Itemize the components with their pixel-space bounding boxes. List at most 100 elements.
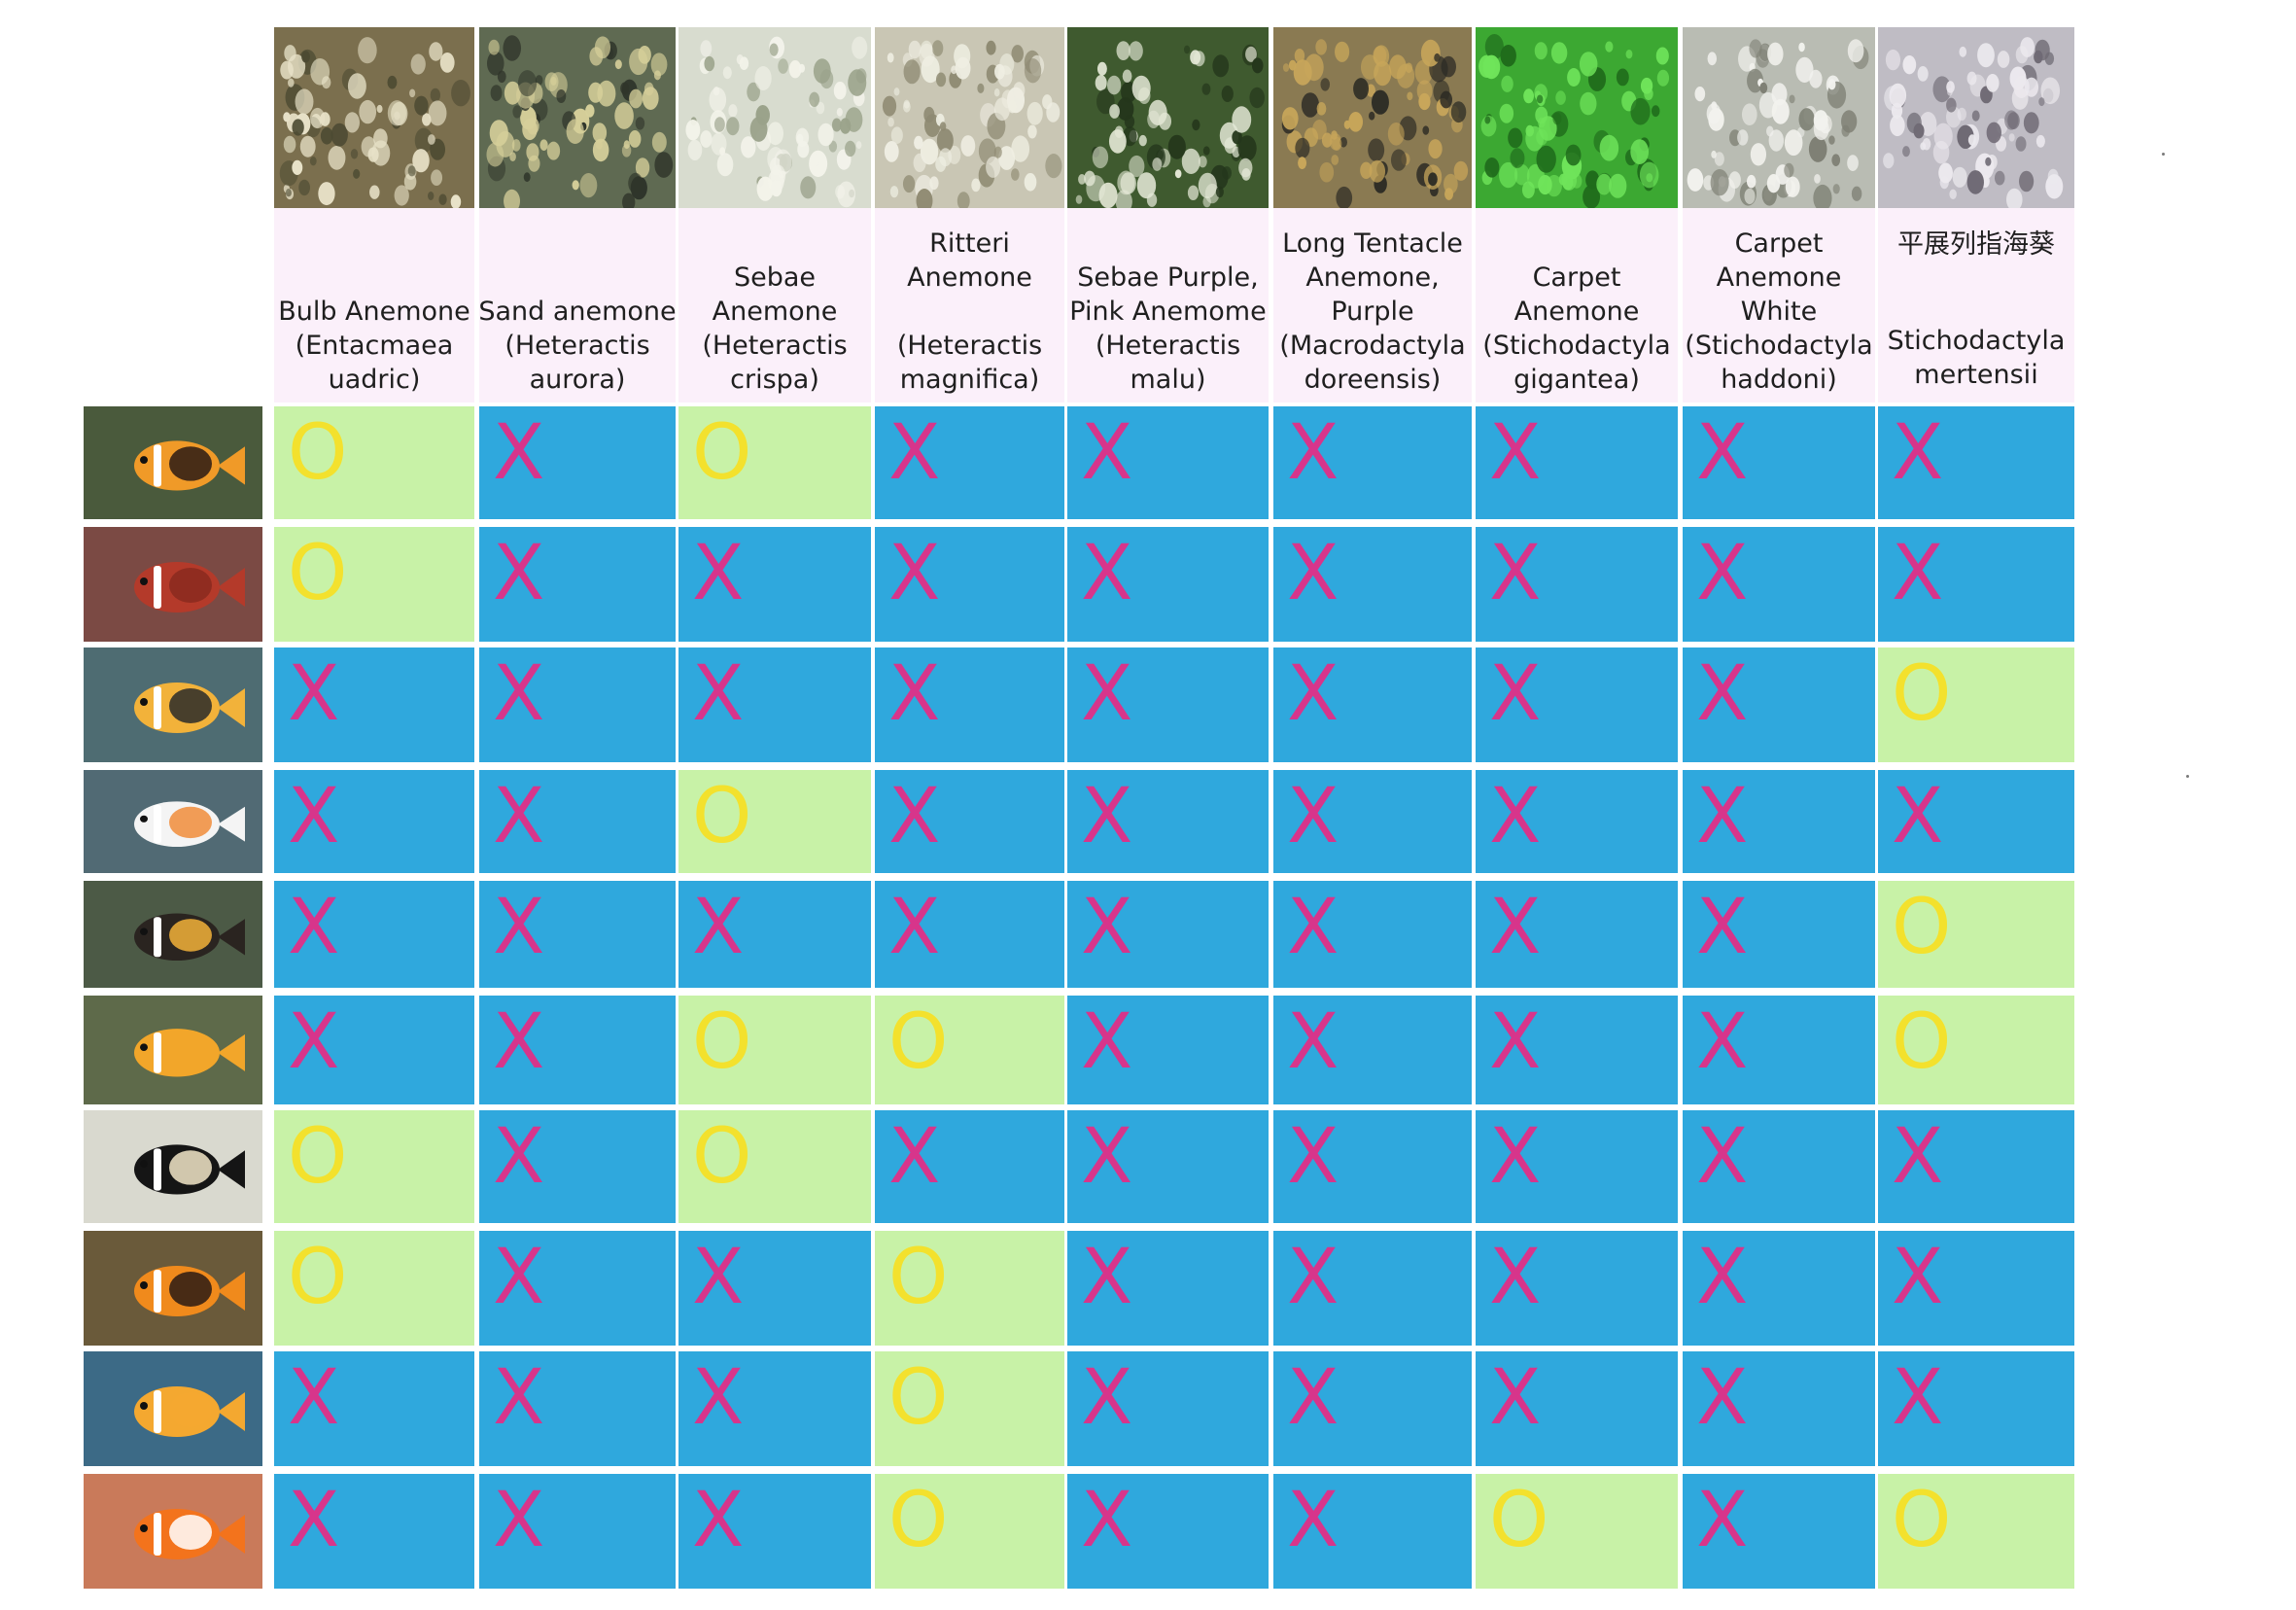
incompatible-mark: X	[288, 1354, 340, 1442]
clownfish-icon	[84, 406, 262, 519]
incompatible-mark: X	[692, 650, 745, 738]
compatibility-cell: X	[678, 1474, 871, 1589]
compatible-mark: O	[1892, 1477, 1952, 1564]
incompatible-mark: X	[1287, 1234, 1339, 1321]
incompatible-mark: X	[1489, 998, 1542, 1086]
incompatible-mark: X	[1489, 1234, 1542, 1321]
incompatible-mark: X	[288, 773, 340, 860]
anemone-name-line: magnifica)	[899, 365, 1040, 395]
anemone-name-line: Carpet	[1532, 262, 1621, 293]
compatible-mark: O	[888, 1477, 949, 1564]
incompatible-mark: X	[1892, 1354, 1944, 1442]
compatibility-cell: X	[1476, 770, 1678, 873]
anemone-name-line: Anemone,	[1305, 262, 1440, 293]
incompatible-mark: X	[1892, 1234, 1944, 1321]
anemone-photo	[1683, 27, 1875, 208]
anemone-name-line: mertensii	[1914, 360, 2038, 390]
incompatible-mark: X	[1081, 884, 1133, 971]
compatibility-cell: X	[1273, 881, 1472, 988]
incompatible-mark: X	[1696, 1234, 1749, 1321]
anemone-name-line: White	[1740, 297, 1818, 327]
compatibility-cell: X	[274, 1474, 474, 1589]
clownfish-icon	[84, 1110, 262, 1223]
compatibility-cell: O	[875, 996, 1064, 1104]
clownfish-icon	[84, 881, 262, 988]
anemone-name-line: (Heteractis	[1095, 331, 1241, 361]
clownfish-icon	[84, 648, 262, 762]
compatibility-cell: X	[678, 1351, 871, 1466]
incompatible-mark: X	[1287, 1113, 1339, 1201]
compatibility-cell: O	[1878, 881, 2074, 988]
incompatible-mark: X	[1081, 773, 1133, 860]
incompatible-mark: X	[1489, 773, 1542, 860]
compatibility-cell: X	[479, 406, 676, 519]
incompatible-mark: X	[1287, 773, 1339, 860]
compatibility-cell: X	[1476, 1351, 1678, 1466]
compatibility-cell: X	[875, 648, 1064, 762]
compatibility-cell: O	[274, 527, 474, 642]
incompatible-mark: X	[1892, 773, 1944, 860]
anemone-name-line: (Heteractis	[702, 331, 848, 361]
compatible-mark: O	[288, 1234, 348, 1321]
incompatible-mark: X	[692, 1354, 745, 1442]
compatible-mark: O	[288, 1113, 348, 1201]
fish-photo	[84, 1231, 262, 1346]
compatibility-cell: X	[1273, 1474, 1472, 1589]
compatibility-cell: X	[875, 1110, 1064, 1223]
compatibility-cell: X	[479, 1231, 676, 1346]
compatibility-cell: X	[1476, 881, 1678, 988]
compatibility-cell: X	[479, 527, 676, 642]
anemone-name-line: (Entacmaea	[295, 331, 454, 361]
fish-photo	[84, 996, 262, 1104]
clownfish-icon	[84, 1474, 262, 1589]
incompatible-mark: X	[1287, 650, 1339, 738]
incompatible-mark: X	[1287, 884, 1339, 971]
compatibility-cell: X	[1067, 406, 1269, 519]
anemone-name-line	[965, 295, 974, 329]
compatibility-cell: X	[274, 1351, 474, 1466]
anemone-name-line: Sebae	[733, 262, 817, 293]
incompatible-mark: X	[1489, 1354, 1542, 1442]
compatibility-cell: X	[1273, 527, 1472, 642]
anemone-name-line: (Stichodactyla	[1482, 331, 1671, 361]
compatibility-cell: X	[1273, 770, 1472, 873]
compatibility-cell: X	[1683, 996, 1875, 1104]
anemone-name-line: Anemone	[907, 262, 1032, 293]
anemone-name-header: Sand anemone (Heteractis aurora)	[478, 208, 677, 402]
compatibility-cell: X	[1067, 770, 1269, 873]
compatibility-cell: X	[1683, 1231, 1875, 1346]
incompatible-mark: X	[1892, 1113, 1944, 1201]
incompatible-mark: X	[1081, 650, 1133, 738]
compatibility-cell: X	[1476, 1231, 1678, 1346]
anemone-image-icon	[274, 27, 474, 208]
fish-photo	[84, 406, 262, 519]
compatibility-cell: O	[678, 770, 871, 873]
compatibility-cell: X	[1067, 1474, 1269, 1589]
anemone-name-line: Sand anemone	[478, 297, 677, 327]
anemone-name-line: (Macrodactyla	[1279, 331, 1466, 361]
incompatible-mark: X	[1892, 409, 1944, 497]
compatibility-cell: X	[875, 406, 1064, 519]
anemone-name-line: Stichodactyla	[1887, 326, 2066, 356]
compatibility-cell: X	[678, 648, 871, 762]
compatibility-cell: X	[479, 881, 676, 988]
compatibility-cell: X	[1067, 527, 1269, 642]
compatible-mark: O	[288, 530, 348, 617]
compatibility-cell: O	[678, 406, 871, 519]
anemone-name-line: (Stichodactyla	[1685, 331, 1873, 361]
incompatible-mark: X	[493, 530, 545, 617]
anemone-name-line: Sebae Purple,	[1077, 262, 1259, 293]
fish-photo	[84, 1110, 262, 1223]
incompatible-mark: X	[1696, 1113, 1749, 1201]
incompatible-mark: X	[888, 650, 941, 738]
compatibility-cell: X	[1273, 1231, 1472, 1346]
compatible-mark: O	[1892, 998, 1952, 1086]
clownfish-icon	[84, 527, 262, 642]
incompatible-mark: X	[1287, 530, 1339, 617]
fish-photo	[84, 527, 262, 642]
compatibility-cell: X	[1273, 1351, 1472, 1466]
anemone-name-header: Sebae Purple, Pink Anemome (Heteractis malu…	[1067, 208, 1269, 402]
incompatible-mark: X	[1287, 1477, 1339, 1564]
compatibility-cell: O	[1878, 1474, 2074, 1589]
